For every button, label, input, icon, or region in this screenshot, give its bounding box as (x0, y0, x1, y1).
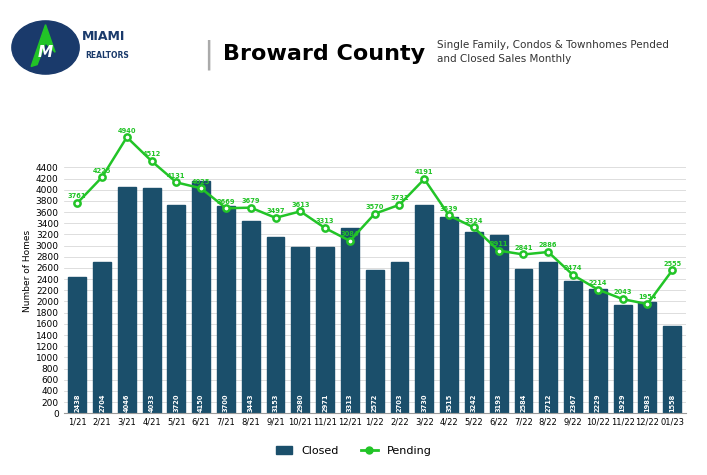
Text: 4191: 4191 (415, 170, 433, 175)
Bar (217, 207, 235, 413)
Text: 1954: 1954 (638, 294, 657, 300)
Text: 3515: 3515 (446, 393, 452, 411)
Bar (69, 277, 86, 413)
Text: 2886: 2886 (539, 242, 558, 248)
Bar (515, 269, 532, 413)
Text: 4025: 4025 (192, 179, 211, 185)
Text: 3313: 3313 (316, 218, 334, 225)
Text: 2572: 2572 (372, 393, 378, 411)
Text: 3324: 3324 (464, 218, 483, 224)
Text: 4512: 4512 (142, 152, 160, 158)
Bar (490, 235, 508, 413)
Bar (291, 247, 309, 413)
Text: 3242: 3242 (471, 393, 477, 411)
Bar (118, 187, 136, 413)
Text: 2911: 2911 (489, 241, 508, 247)
Text: 2704: 2704 (99, 393, 105, 411)
Bar (366, 269, 384, 413)
Text: 3731: 3731 (390, 195, 409, 201)
Text: 4225: 4225 (93, 168, 111, 173)
Text: 4940: 4940 (117, 128, 136, 133)
Text: 1558: 1558 (669, 393, 675, 411)
Text: 3313: 3313 (347, 393, 353, 411)
Text: 2229: 2229 (595, 393, 601, 411)
Bar (415, 205, 433, 413)
Y-axis label: Number of Homes: Number of Homes (23, 230, 32, 312)
Text: 3669: 3669 (217, 199, 235, 205)
Text: 2584: 2584 (520, 393, 527, 411)
Text: 2438: 2438 (74, 393, 81, 411)
Text: 3193: 3193 (496, 393, 502, 411)
Bar (341, 228, 359, 413)
Text: M: M (38, 45, 53, 60)
Text: Broward County: Broward County (223, 44, 425, 64)
Polygon shape (31, 25, 55, 67)
Bar (589, 289, 607, 413)
Bar (143, 188, 160, 413)
Text: 3153: 3153 (273, 393, 279, 411)
Text: 2555: 2555 (663, 261, 682, 267)
Text: 3761: 3761 (68, 193, 86, 200)
Text: 3700: 3700 (223, 393, 229, 411)
Text: and Closed Sales Monthly: and Closed Sales Monthly (437, 54, 571, 65)
Text: 2971: 2971 (322, 393, 328, 411)
Text: 4131: 4131 (167, 173, 186, 179)
Bar (440, 217, 458, 413)
Text: 3497: 3497 (267, 208, 285, 214)
Bar (390, 262, 409, 413)
Text: Single Family, Condos & Townhomes Pended: Single Family, Condos & Townhomes Pended (437, 40, 669, 50)
Text: 2214: 2214 (588, 280, 607, 286)
Text: 3570: 3570 (366, 204, 384, 210)
Text: 4033: 4033 (148, 393, 155, 411)
Text: 2712: 2712 (545, 393, 551, 411)
Text: 1983: 1983 (644, 393, 650, 411)
Bar (242, 221, 259, 413)
Bar (614, 305, 631, 413)
Bar (564, 281, 582, 413)
Text: MIAMI: MIAMI (81, 29, 125, 43)
Text: 2367: 2367 (570, 393, 576, 411)
Text: 3613: 3613 (291, 202, 310, 208)
Text: 2474: 2474 (563, 266, 583, 271)
Bar (539, 262, 557, 413)
Bar (192, 181, 210, 413)
Bar (168, 205, 185, 413)
Text: 1929: 1929 (619, 393, 626, 411)
Text: 2841: 2841 (514, 245, 532, 251)
Text: 3084: 3084 (341, 231, 359, 238)
Bar (316, 247, 334, 413)
Legend: Closed, Pending: Closed, Pending (271, 442, 436, 461)
Text: 2703: 2703 (397, 393, 402, 411)
Bar (663, 326, 681, 413)
Bar (465, 232, 483, 413)
Bar (638, 303, 656, 413)
Text: 2043: 2043 (614, 289, 632, 295)
Text: 4046: 4046 (124, 393, 130, 411)
Text: 3539: 3539 (440, 206, 458, 212)
Bar (267, 237, 284, 413)
Text: 2980: 2980 (298, 393, 303, 411)
Text: 3679: 3679 (242, 198, 260, 204)
Text: 4150: 4150 (198, 393, 204, 411)
Text: |: | (204, 39, 214, 70)
Bar (93, 262, 111, 413)
Text: REALTORS: REALTORS (86, 51, 129, 59)
Circle shape (12, 21, 79, 74)
Text: 3720: 3720 (173, 393, 180, 411)
Text: 3730: 3730 (421, 393, 427, 411)
Text: 3443: 3443 (247, 393, 254, 411)
